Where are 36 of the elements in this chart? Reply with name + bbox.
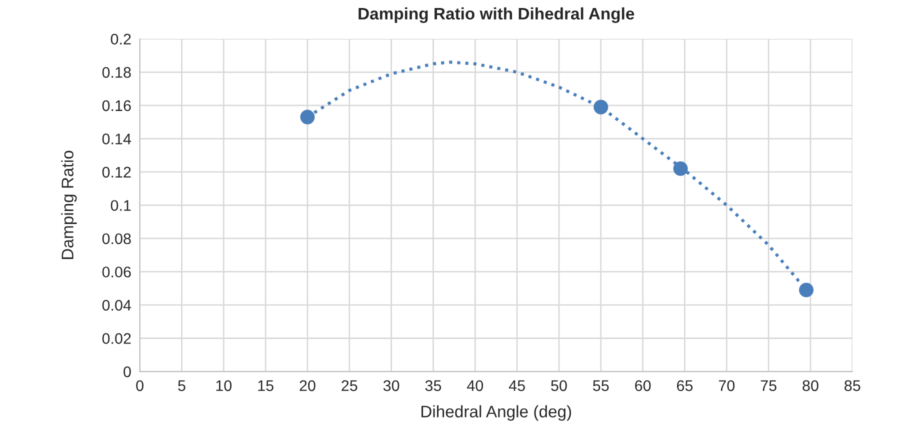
y-tick-label: 0.18 [102, 67, 131, 78]
y-tick-label: 0.2 [110, 34, 131, 45]
y-tick-label: 0.12 [102, 166, 131, 178]
y-tick-label: 0 [124, 366, 131, 378]
x-tick-label: 80 [802, 380, 818, 392]
x-tick-label: 55 [593, 380, 609, 392]
x-tick-label: 60 [635, 380, 651, 392]
point [673, 161, 688, 176]
chart-title: Damping Ratio with Dihedral Angle [358, 7, 634, 23]
x-tick-label: 70 [718, 380, 735, 392]
x-tick-label: 0 [136, 380, 144, 392]
y-tick-label: 0.02 [102, 333, 131, 344]
point [799, 282, 814, 298]
point [300, 110, 315, 124]
y-tick-label: 0.1 [110, 200, 131, 211]
y-axis-title: Damping Ratio [61, 150, 77, 259]
y-tick-label: 0.04 [102, 300, 132, 311]
x-tick-label: 65 [677, 380, 693, 392]
x-tick-label: 45 [508, 380, 525, 392]
x-tick-label: 30 [383, 380, 400, 392]
x-tick-label: 25 [342, 380, 358, 392]
x-axis-title: Dihedral Angle (deg) [422, 405, 572, 421]
point [594, 100, 608, 114]
y-tick-label: 0.16 [102, 100, 131, 112]
x-tick-label: 85 [844, 380, 860, 392]
y-tick-label: 0.08 [102, 233, 131, 244]
x-tick-label: 15 [258, 380, 274, 392]
x-tick-label: 5 [178, 380, 186, 392]
y-tick-label: 0.06 [102, 266, 131, 278]
x-tick-label: 10 [216, 380, 232, 392]
y-tick-label: 0.14 [102, 134, 132, 144]
x-tick-label: 20 [300, 380, 316, 392]
x-tick-label: 35 [425, 380, 442, 392]
x-tick-label: 40 [466, 380, 484, 392]
x-tick-label: 75 [760, 380, 776, 392]
x-tick-label: 50 [551, 380, 567, 392]
